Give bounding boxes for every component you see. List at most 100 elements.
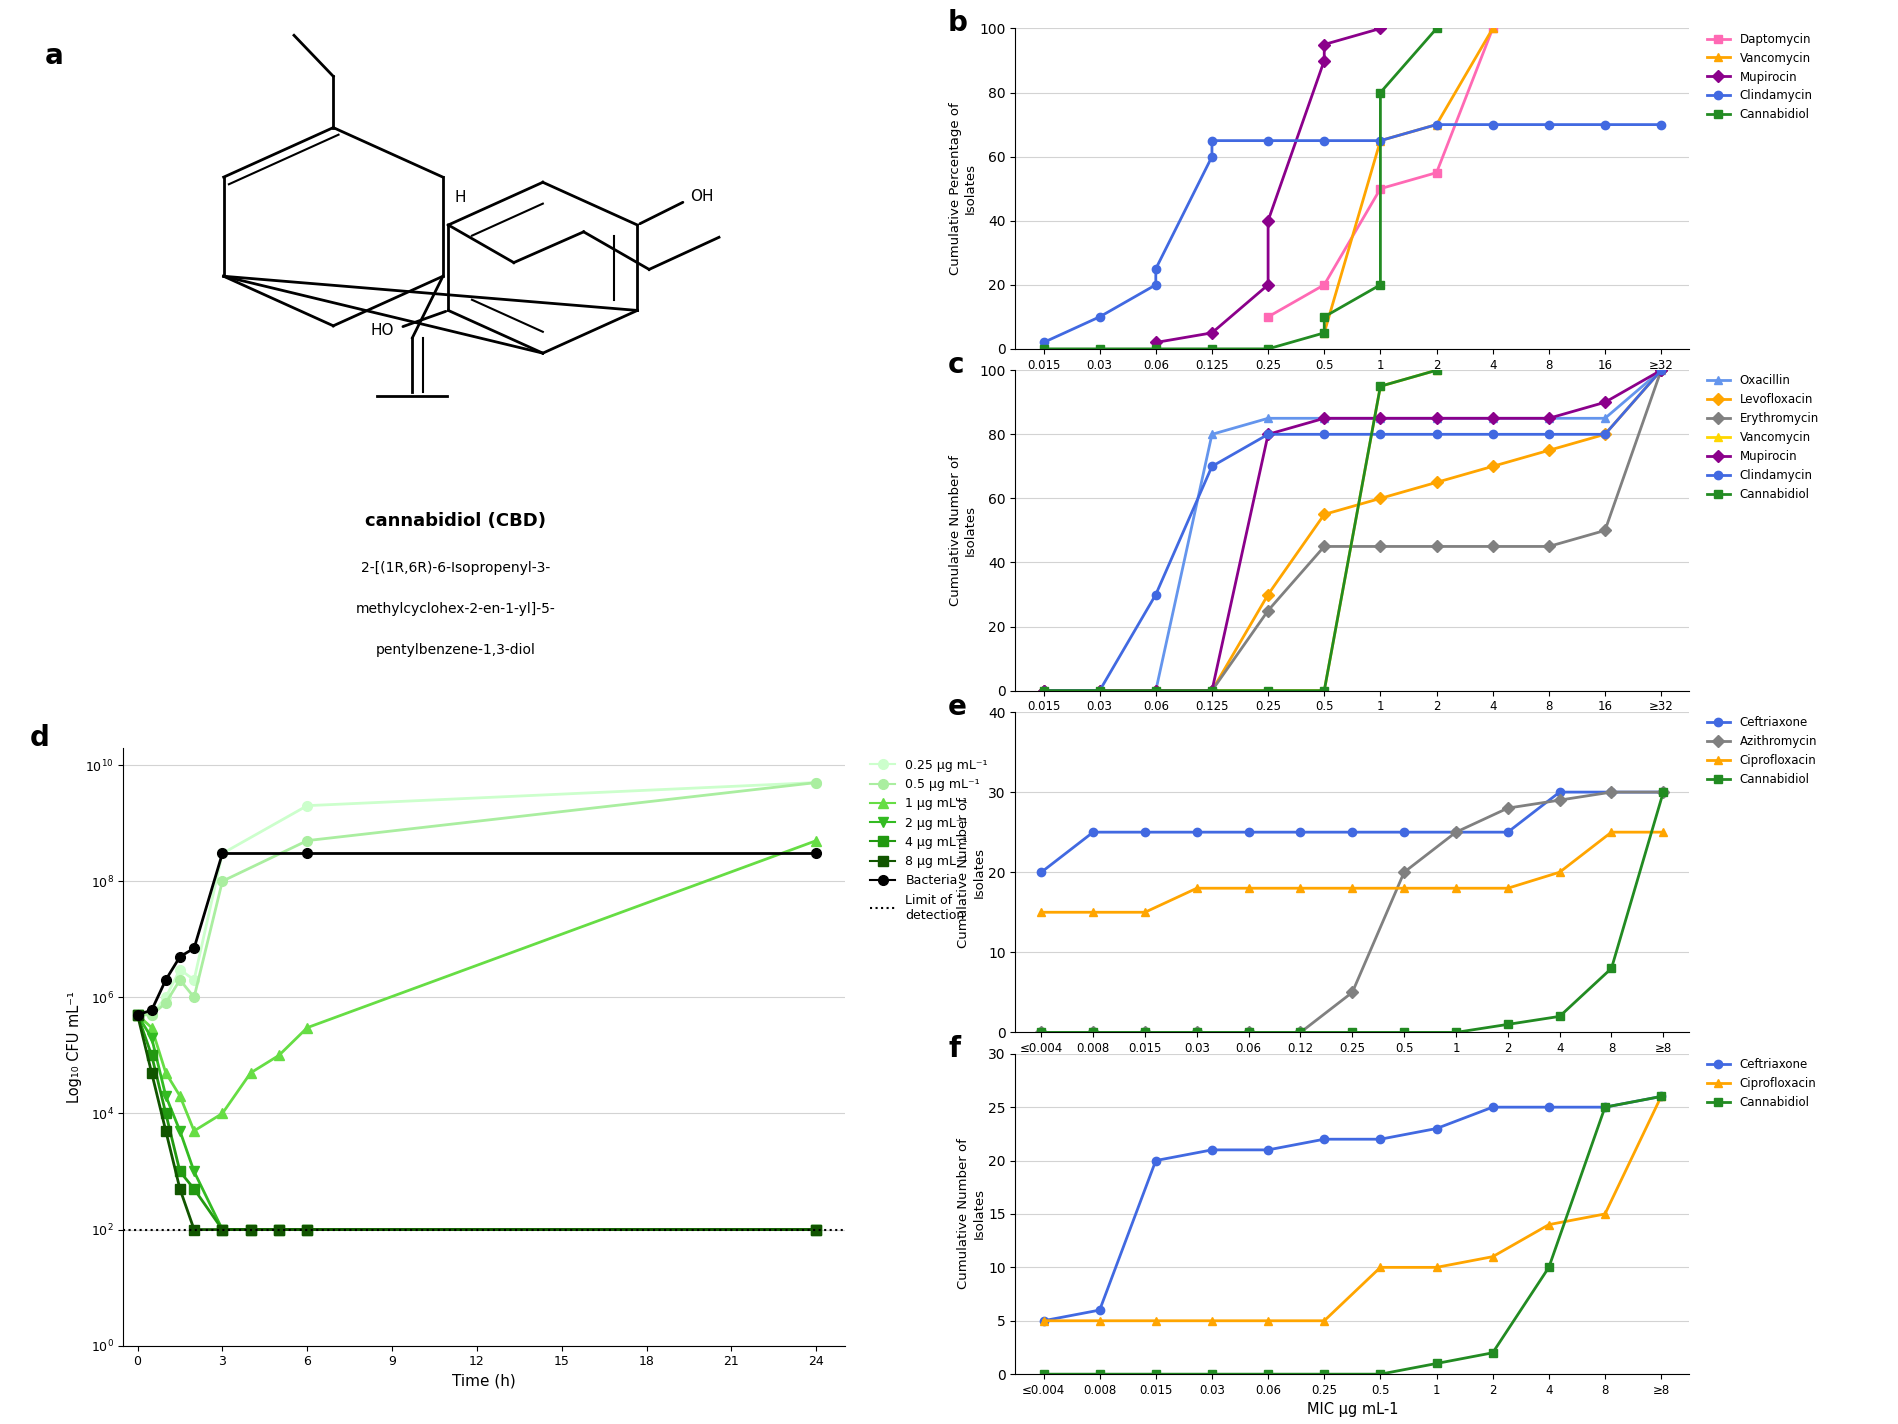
1 μg mL⁻¹ (169, 1088, 192, 1105)
Cannabidiol (1256, 340, 1279, 357)
X-axis label: MIC (μg mL⁻¹): MIC (μg mL⁻¹) (1302, 719, 1403, 733)
Cannabidiol (1340, 1024, 1363, 1041)
Ciprofloxacin (1186, 880, 1209, 897)
Ceftriaxone (1031, 863, 1053, 880)
Cannabidiol (1088, 1366, 1110, 1383)
4 μg mL⁻¹ (140, 1047, 163, 1064)
Text: a: a (46, 43, 65, 70)
Cannabidiol (1256, 1366, 1279, 1383)
Clindamycin (1368, 426, 1391, 443)
Cannabidiol (1393, 1024, 1416, 1041)
X-axis label: MIC μg mL-1: MIC μg mL-1 (1306, 1403, 1399, 1417)
4 μg mL⁻¹ (182, 1180, 205, 1198)
Bacteria (211, 844, 233, 862)
4 μg mL⁻¹ (125, 1007, 148, 1024)
Cannabidiol (1033, 1366, 1055, 1383)
Cannabidiol (1368, 377, 1391, 394)
Cannabidiol (1088, 340, 1110, 357)
Ciprofloxacin (1033, 1313, 1055, 1330)
Ceftriaxone (1425, 1119, 1448, 1136)
Daptomycin (1425, 164, 1448, 181)
Cannabidiol (1033, 682, 1055, 699)
Mupirocin (1425, 410, 1448, 427)
Daptomycin (1256, 308, 1279, 325)
Oxacillin (1088, 682, 1110, 699)
Oxacillin (1033, 682, 1055, 699)
1 μg mL⁻¹ (239, 1064, 262, 1081)
Mupirocin (1313, 51, 1336, 68)
Ciprofloxacin (1031, 904, 1053, 921)
Ceftriaxone (1313, 1131, 1336, 1148)
Vancomycin (1480, 20, 1503, 37)
Erythromycin (1256, 602, 1279, 619)
Clindamycin (1537, 426, 1560, 443)
4 μg mL⁻¹ (169, 1163, 192, 1180)
Cannabidiol (1313, 308, 1336, 325)
Line: 0.5 μg mL⁻¹: 0.5 μg mL⁻¹ (133, 778, 822, 1020)
Cannabidiol (1144, 340, 1167, 357)
Cannabidiol (1313, 682, 1336, 699)
Line: Bacteria: Bacteria (133, 849, 822, 1020)
Text: d: d (30, 723, 49, 752)
Text: pentylbenzene-1,3-diol: pentylbenzene-1,3-diol (376, 644, 535, 658)
Clindamycin (1144, 261, 1167, 278)
Cannabidiol (1549, 1008, 1572, 1025)
0.5 μg mL⁻¹ (805, 775, 828, 792)
Mupirocin (1256, 426, 1279, 443)
Line: Daptomycin: Daptomycin (1264, 24, 1498, 320)
Erythromycin (1368, 538, 1391, 555)
Bacteria (169, 948, 192, 965)
4 μg mL⁻¹ (268, 1220, 290, 1237)
Erythromycin (1088, 682, 1110, 699)
Text: H: H (454, 191, 465, 205)
Azithromycin (1186, 1024, 1209, 1041)
Cannabidiol (1088, 682, 1110, 699)
Text: methylcyclohex-2-en-1-yl]-5-: methylcyclohex-2-en-1-yl]-5- (355, 602, 556, 617)
Cannabidiol (1600, 960, 1623, 977)
Text: b: b (949, 10, 968, 37)
Ceftriaxone (1256, 1142, 1279, 1159)
Ceftriaxone (1549, 783, 1572, 800)
8 μg mL⁻¹ (239, 1220, 262, 1237)
Clindamycin (1480, 115, 1503, 132)
Oxacillin (1313, 410, 1336, 427)
Mupirocin (1144, 335, 1167, 352)
Ciprofloxacin (1649, 1088, 1672, 1105)
Azithromycin (1031, 1024, 1053, 1041)
Vancomycin (1033, 682, 1055, 699)
Cannabidiol (1368, 1366, 1391, 1383)
Clindamycin (1313, 426, 1336, 443)
Cannabidiol (1651, 783, 1674, 800)
Legend: Ceftriaxone, Ciprofloxacin, Cannabidiol: Ceftriaxone, Ciprofloxacin, Cannabidiol (1703, 1054, 1820, 1114)
Ciprofloxacin (1444, 880, 1467, 897)
Ceftriaxone (1289, 823, 1312, 840)
Line: Cannabidiol: Cannabidiol (1040, 1092, 1665, 1378)
2 μg mL⁻¹ (182, 1163, 205, 1180)
Cannabidiol (1425, 20, 1448, 37)
Mupirocin (1256, 212, 1279, 229)
Line: Vancomycin: Vancomycin (1321, 24, 1498, 337)
4 μg mL⁻¹ (211, 1220, 233, 1237)
Text: 2-[(1R,6R)-6-Isopropenyl-3-: 2-[(1R,6R)-6-Isopropenyl-3- (361, 561, 550, 575)
Ceftriaxone (1444, 823, 1467, 840)
2 μg mL⁻¹ (125, 1007, 148, 1024)
2 μg mL⁻¹ (154, 1088, 177, 1105)
Oxacillin (1425, 410, 1448, 427)
Vancomycin (1425, 362, 1448, 379)
Y-axis label: Log₁₀ CFU mL⁻¹: Log₁₀ CFU mL⁻¹ (66, 991, 82, 1102)
Line: Clindamycin: Clindamycin (1040, 366, 1665, 695)
Vancomycin (1144, 682, 1167, 699)
Daptomycin (1368, 179, 1391, 197)
Oxacillin (1594, 410, 1617, 427)
Clindamycin (1480, 426, 1503, 443)
Ciprofloxacin (1313, 1313, 1336, 1330)
Azithromycin (1600, 783, 1623, 800)
Bacteria (140, 1001, 163, 1018)
8 μg mL⁻¹ (154, 1122, 177, 1139)
8 μg mL⁻¹ (182, 1220, 205, 1237)
Vancomycin (1368, 377, 1391, 394)
Cannabidiol (1082, 1024, 1105, 1041)
Levofloxacin (1537, 441, 1560, 459)
Azithromycin (1496, 800, 1518, 817)
Clindamycin (1425, 115, 1448, 132)
